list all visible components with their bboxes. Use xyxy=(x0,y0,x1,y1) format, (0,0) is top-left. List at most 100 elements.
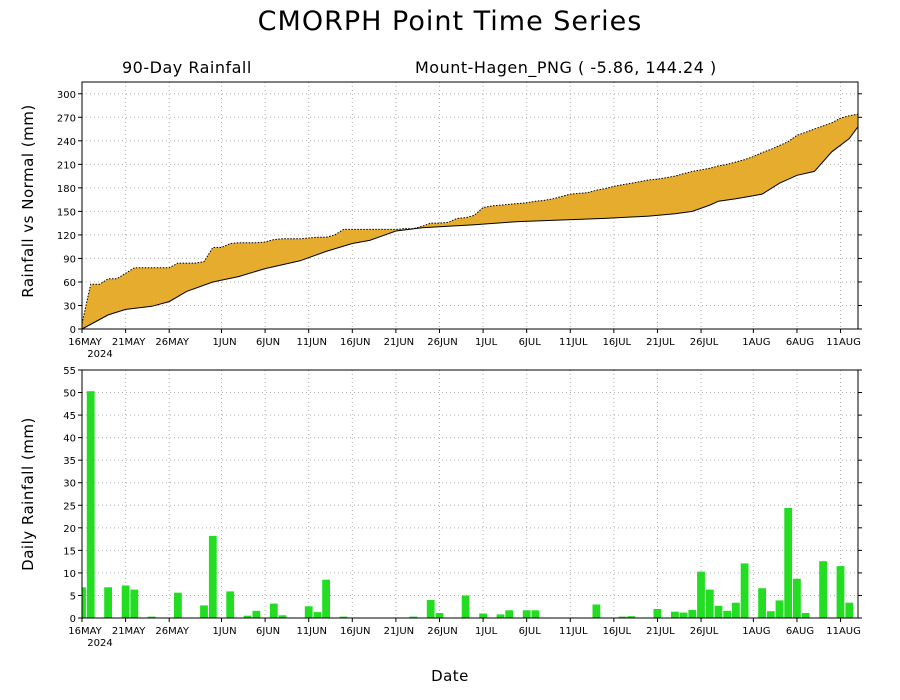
x-tick-label: 26JUN xyxy=(427,337,457,348)
daily-rain-bar xyxy=(243,615,252,618)
x-tick-label: 11JUN xyxy=(296,626,326,637)
y-tick-label: 35 xyxy=(63,456,76,467)
daily-rainfall-panel: 0 5 10 15 20 25 30 35 40 45 50 55 16MAY 21MAY 26MAY 1JU… xyxy=(63,366,862,649)
y-tick-label: 40 xyxy=(63,434,76,445)
y-tick-label: 120 xyxy=(57,231,76,242)
daily-rain-bar xyxy=(592,604,601,618)
daily-rain-bar xyxy=(505,610,514,618)
daily-rain-bar xyxy=(653,609,662,618)
x-tick-label: 11AUG xyxy=(826,626,861,637)
daily-rain-bar xyxy=(86,391,95,618)
y-tick-label: 210 xyxy=(57,160,76,171)
daily-rain-bar xyxy=(723,610,732,618)
daily-rain-bar xyxy=(82,587,86,618)
x-tick-label: 1JUL xyxy=(475,626,498,637)
daily-rain-bar xyxy=(426,600,435,618)
daily-rain-bar xyxy=(784,508,793,618)
daily-rain-bar xyxy=(269,603,278,618)
x-tick-label: 1JUL xyxy=(475,337,498,348)
x-tick-label: 21JUN xyxy=(384,626,414,637)
x-tick-label: 21JUL xyxy=(646,337,675,348)
daily-rain-bar xyxy=(322,579,330,618)
surplus-area xyxy=(82,114,858,329)
x-tick-label: 16MAY xyxy=(68,626,102,637)
daily-rain-bar xyxy=(496,614,505,618)
daily-rain-bar xyxy=(618,616,627,618)
x-tick-label: 6JUN xyxy=(256,626,280,637)
chart-title: CMORPH Point Time Series xyxy=(258,6,643,37)
panel1-title: 90-Day Rainfall xyxy=(122,58,252,77)
daily-rain-bar xyxy=(147,616,156,618)
daily-rain-bar xyxy=(252,610,261,618)
panel1-subtitle: Mount-Hagen_PNG ( -5.86, 144.24 ) xyxy=(415,58,717,78)
daily-rain-bar xyxy=(793,578,801,618)
x-tick-label: 16JUN xyxy=(340,337,370,348)
daily-rain-bar xyxy=(766,611,775,618)
x-tick-label: 11JUL xyxy=(559,337,588,348)
daily-rain-bar xyxy=(705,589,714,618)
x-tick-label: 21JUN xyxy=(384,337,414,348)
panel1-ylabel: Rainfall vs Normal (mm) xyxy=(19,104,37,297)
daily-rain-bar xyxy=(461,595,470,618)
y-tick-label: 300 xyxy=(57,90,76,101)
daily-rain-bar xyxy=(758,588,766,618)
x-tick-label: 1JUN xyxy=(212,337,236,348)
x-tick-label: 16JUL xyxy=(603,626,632,637)
x-tick-label: 6AUG xyxy=(786,626,814,637)
x-tick-label: 11JUN xyxy=(296,337,326,348)
grid-lines xyxy=(82,369,858,618)
daily-rain-bar xyxy=(801,613,810,618)
x-tick-label: 16JUN xyxy=(340,626,370,637)
x-tick-label: 26MAY xyxy=(155,337,189,348)
panel2-ylabel: Daily Rainfall (mm) xyxy=(19,417,37,571)
daily-rain-bar xyxy=(479,613,487,618)
daily-rain-bar xyxy=(740,563,749,618)
actual-line xyxy=(81,113,859,324)
daily-rain-bar xyxy=(819,561,827,618)
daily-rain-bar xyxy=(121,585,130,618)
x-tick-label: 26JUL xyxy=(690,337,719,348)
x-tick-label: 21MAY xyxy=(112,337,146,348)
daily-rain-bar xyxy=(845,602,854,618)
cumulative-rainfall-panel: 0 30 60 90 120 150 180 210 240 270 300 16MAY 21MAY 26… xyxy=(57,81,862,360)
x-tick-label: 26MAY xyxy=(155,626,189,637)
year-label: 2024 xyxy=(87,638,112,649)
daily-rain-bar xyxy=(313,612,322,618)
daily-rain-bar xyxy=(226,591,235,618)
y-tick-label: 10 xyxy=(63,569,76,580)
y-tick-label: 60 xyxy=(63,278,76,289)
x-tick-label: 16MAY xyxy=(68,337,102,348)
y-tick-label: 30 xyxy=(63,479,76,490)
x-axis-label: Date xyxy=(431,667,469,685)
daily-rain-bar xyxy=(130,589,139,618)
plot-frame xyxy=(81,81,859,330)
daily-rain-bar xyxy=(435,613,444,618)
y-tick-label: 45 xyxy=(63,411,76,422)
y-tick-label: 270 xyxy=(57,113,76,124)
year-label: 2024 xyxy=(87,349,112,360)
y-tick-label: 240 xyxy=(57,137,76,148)
daily-rain-bar xyxy=(208,535,217,618)
y-tick-label: 50 xyxy=(63,389,76,400)
x-tick-label: 1AUG xyxy=(742,337,770,348)
x-tick-label: 21JUL xyxy=(646,626,675,637)
daily-rain-bar xyxy=(679,612,688,618)
y-tick-label: 0 xyxy=(70,614,76,625)
daily-rain-bar xyxy=(522,610,531,618)
y-tick-label: 90 xyxy=(63,254,76,265)
daily-rain-bar xyxy=(409,616,418,618)
y-tick-label: 15 xyxy=(63,546,76,557)
grid-lines xyxy=(82,82,858,329)
daily-rain-bar xyxy=(697,571,705,618)
y-tick-label: 5 xyxy=(70,591,76,602)
x-tick-label: 6AUG xyxy=(786,337,814,348)
x-tick-label: 11AUG xyxy=(826,337,861,348)
daily-rain-bar xyxy=(304,606,313,618)
x-tick-label: 21MAY xyxy=(112,626,146,637)
normal-line xyxy=(81,126,859,330)
daily-rain-bar xyxy=(278,615,287,618)
x-tick-label: 16JUL xyxy=(603,337,632,348)
daily-rain-bar xyxy=(104,587,112,618)
y-tick-label: 180 xyxy=(57,184,76,195)
